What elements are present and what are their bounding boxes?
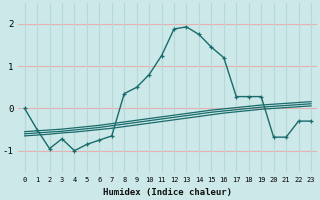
X-axis label: Humidex (Indice chaleur): Humidex (Indice chaleur) [103, 188, 232, 197]
